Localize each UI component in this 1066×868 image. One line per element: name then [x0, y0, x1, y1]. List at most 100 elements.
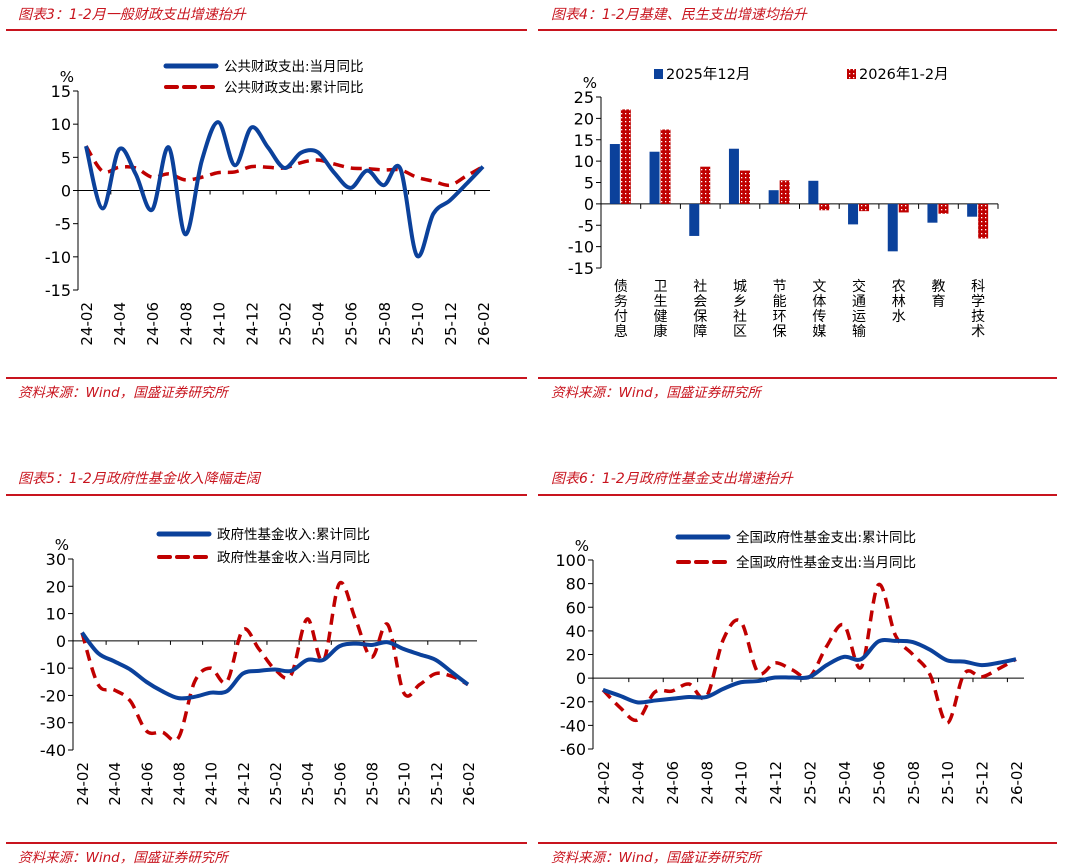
- y-axis-unit: %: [583, 74, 597, 92]
- line-chart: 100 80 60 40 20 0 -20 -40 -60% 24-02 24-04 24-06 24-…: [555, 529, 1026, 805]
- y-tick-label: 15: [51, 82, 71, 101]
- legend-label: 政府性基金收入:累计同比: [217, 526, 370, 543]
- source-divider: [538, 842, 1057, 844]
- bar-2025-12: [927, 203, 938, 223]
- category-label: 债务付息: [614, 279, 628, 340]
- series-line-dashed: [84, 145, 484, 188]
- x-tick-label: 24-06: [138, 762, 156, 806]
- bar-2025-12: [967, 203, 978, 217]
- y-tick-label: 20: [46, 577, 66, 596]
- source-note: 资料来源：Wind，国盛证券研究所: [551, 385, 761, 401]
- y-tick-label: 100: [555, 551, 586, 570]
- bar-2026-01-02: [859, 203, 870, 212]
- x-tick-label: 24-02: [595, 761, 613, 805]
- title-divider: [6, 29, 527, 31]
- bar-2026-01-02: [700, 166, 711, 204]
- bar-2026-01-02: [938, 203, 949, 214]
- source-note: 资料来源：Wind，国盛证券研究所: [551, 850, 761, 866]
- x-tick-label: 26-02: [1008, 761, 1026, 805]
- series-line-solid: [84, 120, 485, 259]
- x-tick-label: 24-04: [111, 302, 129, 346]
- bar-2025-12: [728, 148, 739, 204]
- x-tick-label: 24-08: [698, 761, 716, 805]
- x-tick-label: 24-02: [74, 762, 92, 806]
- legend-swatch: [654, 69, 663, 79]
- y-tick-label: 10: [46, 605, 66, 624]
- y-tick-label: 10: [574, 152, 594, 171]
- x-tick-label: 24-04: [106, 762, 124, 806]
- y-tick-label: 0: [56, 632, 66, 651]
- bar-2025-12: [808, 180, 819, 204]
- category-label: 交通运输: [852, 278, 866, 340]
- x-tick-label: 24-02: [78, 302, 96, 346]
- series-line-dashed: [80, 580, 469, 743]
- y-tick-label: -40: [40, 741, 66, 760]
- legend-label: 政府性基金收入:当月同比: [217, 549, 370, 566]
- bar-2025-12: [848, 203, 859, 225]
- y-tick-label: -10: [568, 238, 594, 257]
- y-tick-label: -15: [568, 259, 594, 278]
- category-label: 节能环保: [773, 279, 787, 340]
- source-divider: [538, 377, 1057, 379]
- y-tick-label: -5: [55, 215, 71, 234]
- y-tick-label: 0: [576, 669, 586, 688]
- y-axis-unit: %: [55, 536, 69, 554]
- legend-label: 全国政府性基金支出:累计同比: [736, 529, 916, 546]
- y-tick-label: 80: [566, 575, 586, 594]
- y-tick-label: 40: [566, 622, 586, 641]
- y-tick-label: 30: [46, 550, 66, 569]
- y-tick-label: 5: [61, 148, 71, 167]
- title-divider: [6, 494, 527, 496]
- y-tick-label: 25: [574, 88, 594, 107]
- y-tick-label: 20: [574, 109, 594, 128]
- source-divider: [6, 377, 527, 379]
- bar-2026-01-02: [978, 203, 989, 239]
- y-tick-label: 0: [584, 195, 594, 214]
- x-tick-label: 25-10: [396, 762, 414, 806]
- bar-2025-12: [649, 151, 660, 204]
- chart-title: 图表4：1-2月基建、民生支出增速均抬升: [551, 7, 807, 23]
- y-tick-label: -40: [560, 716, 586, 735]
- x-tick-label: 24-06: [664, 761, 682, 805]
- x-tick-label: 24-10: [203, 762, 221, 806]
- x-tick-label: 25-08: [376, 302, 394, 346]
- bar-2026-01-02: [819, 203, 830, 211]
- y-tick-label: 20: [566, 646, 586, 665]
- series-line-solid: [80, 631, 470, 701]
- category-label: 城乡社区: [733, 279, 747, 340]
- bar-2026-01-02: [779, 180, 790, 204]
- x-tick-label: 24-12: [767, 761, 785, 805]
- x-tick-label: 24-06: [144, 302, 162, 346]
- category-label: 文体传媒: [812, 279, 826, 340]
- y-tick-label: 0: [61, 182, 71, 201]
- legend-label: 2025年12月: [666, 66, 750, 83]
- chart-title: 图表5：1-2月政府性基金收入降幅走阔: [18, 471, 260, 487]
- y-tick-label: -10: [45, 248, 71, 267]
- x-tick-label: 25-10: [939, 761, 957, 805]
- x-tick-label: 24-08: [177, 302, 195, 346]
- legend-swatch: [847, 69, 856, 79]
- x-tick-label: 25-04: [310, 302, 328, 346]
- line-chart: 30 20 10 0 -10 -20 -30 -40% 24-02 24-04 24-06 24-08…: [40, 526, 478, 806]
- y-tick-label: -10: [40, 659, 66, 678]
- y-tick-label: 10: [51, 115, 71, 134]
- x-tick-label: 26-02: [475, 302, 493, 346]
- source-note: 资料来源：Wind，国盛证券研究所: [18, 850, 228, 866]
- title-divider: [538, 29, 1057, 31]
- chart-title: 图表6：1-2月政府性基金支出增速抬升: [551, 471, 793, 487]
- source-divider: [6, 842, 527, 844]
- y-tick-label: -30: [40, 714, 66, 733]
- category-label: 农林水: [892, 279, 906, 325]
- category-label: 教育: [931, 279, 945, 310]
- x-tick-label: 24-10: [210, 302, 228, 346]
- x-tick-label: 25-06: [870, 761, 888, 805]
- bar-2025-12: [768, 190, 779, 204]
- y-tick-label: 60: [566, 598, 586, 617]
- x-tick-label: 25-02: [802, 761, 820, 805]
- category-label: 科学技术: [971, 279, 985, 340]
- x-tick-label: 26-02: [460, 762, 478, 806]
- x-tick-label: 25-10: [409, 302, 427, 346]
- bar-2026-01-02: [660, 129, 671, 204]
- x-tick-label: 25-12: [974, 761, 992, 805]
- x-tick-label: 25-08: [364, 762, 382, 806]
